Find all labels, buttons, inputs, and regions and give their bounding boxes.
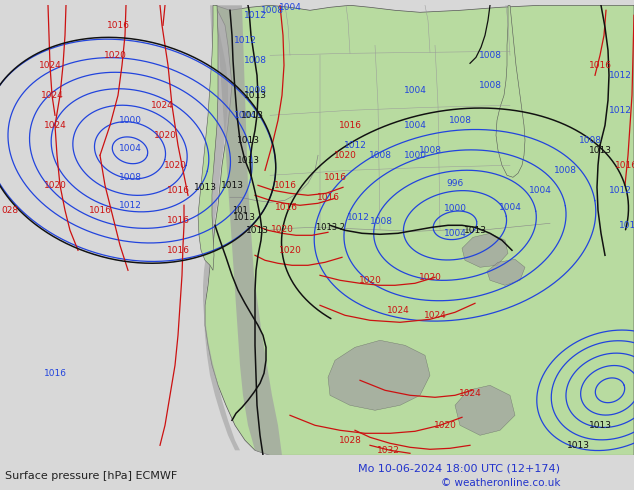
- Text: Mo 10-06-2024 18:00 UTC (12+174): Mo 10-06-2024 18:00 UTC (12+174): [358, 464, 560, 473]
- Text: 1012: 1012: [609, 71, 631, 80]
- Text: 1012: 1012: [609, 186, 631, 195]
- Polygon shape: [203, 5, 240, 450]
- Text: 1008: 1008: [243, 56, 266, 65]
- Text: 1008: 1008: [261, 6, 283, 15]
- Text: 1020: 1020: [434, 421, 456, 430]
- Text: 1016: 1016: [167, 246, 190, 255]
- Text: 1000: 1000: [119, 116, 141, 125]
- Polygon shape: [455, 385, 515, 435]
- Text: 1016: 1016: [323, 173, 347, 182]
- Text: 1013: 1013: [243, 91, 266, 100]
- Text: © weatheronline.co.uk: © weatheronline.co.uk: [441, 478, 560, 488]
- Text: 1024: 1024: [44, 121, 67, 130]
- Text: 1020: 1020: [164, 161, 186, 170]
- Text: 1024: 1024: [151, 101, 173, 110]
- Polygon shape: [496, 5, 525, 177]
- Text: 1013: 1013: [619, 221, 634, 230]
- Text: 1013: 1013: [240, 111, 264, 120]
- Text: 1008: 1008: [368, 151, 392, 160]
- Text: 1013 2: 1013 2: [316, 223, 344, 232]
- Text: 1024: 1024: [424, 311, 446, 320]
- Text: 1024: 1024: [41, 91, 63, 100]
- Polygon shape: [462, 233, 508, 268]
- Polygon shape: [198, 5, 218, 270]
- Text: 1008: 1008: [553, 166, 576, 175]
- Text: 1004: 1004: [404, 121, 427, 130]
- Text: 1016: 1016: [316, 193, 339, 202]
- Text: 1020: 1020: [418, 273, 441, 282]
- Polygon shape: [205, 5, 634, 455]
- Text: 1008: 1008: [448, 116, 472, 125]
- Text: 028: 028: [1, 206, 18, 215]
- Text: 1016: 1016: [167, 216, 190, 225]
- Text: 1004: 1004: [498, 203, 521, 212]
- Text: 1020: 1020: [271, 225, 294, 234]
- Text: 1020: 1020: [44, 181, 67, 190]
- Text: 1013: 1013: [193, 183, 216, 192]
- Text: 1004: 1004: [529, 186, 552, 195]
- Text: 1016: 1016: [588, 61, 612, 70]
- Text: 1012: 1012: [347, 213, 370, 222]
- Text: 1004: 1004: [119, 144, 141, 153]
- Text: 1013: 1013: [588, 421, 612, 430]
- Text: 1008: 1008: [243, 86, 266, 95]
- Text: 1024: 1024: [387, 306, 410, 315]
- Text: 1020: 1020: [103, 51, 126, 60]
- Text: 1032: 1032: [377, 446, 399, 455]
- Text: 1004: 1004: [233, 111, 256, 120]
- Text: 1024: 1024: [458, 389, 481, 398]
- Text: 1016: 1016: [275, 203, 297, 212]
- Text: 1012: 1012: [233, 36, 256, 45]
- Polygon shape: [215, 5, 282, 455]
- Text: 1020: 1020: [333, 151, 356, 160]
- Text: 1020: 1020: [153, 131, 176, 140]
- Text: 1013: 1013: [567, 441, 590, 450]
- Text: 1016: 1016: [89, 206, 112, 215]
- Polygon shape: [328, 340, 430, 410]
- Text: 1013: 1013: [463, 226, 486, 235]
- Text: 1016: 1016: [107, 21, 129, 30]
- Text: 1012: 1012: [609, 106, 631, 115]
- Text: Surface pressure [hPa] ECMWF: Surface pressure [hPa] ECMWF: [5, 471, 178, 481]
- Text: 1013: 1013: [588, 146, 612, 155]
- Text: 1024: 1024: [39, 61, 61, 70]
- Text: 1012: 1012: [119, 201, 141, 210]
- Text: 1028: 1028: [339, 436, 361, 445]
- Text: 1004: 1004: [278, 3, 301, 12]
- Text: 1020: 1020: [278, 246, 301, 255]
- Text: 1013: 1013: [245, 226, 269, 235]
- Text: 1008: 1008: [370, 217, 392, 226]
- Text: 996: 996: [446, 179, 463, 188]
- Text: 1013: 1013: [236, 136, 259, 145]
- Text: 1004: 1004: [444, 229, 467, 238]
- Text: 1016: 1016: [44, 369, 67, 378]
- Text: 1004: 1004: [404, 86, 427, 95]
- Text: 1013: 1013: [233, 213, 256, 222]
- Text: 1016: 1016: [167, 186, 190, 195]
- Text: 1013: 1013: [221, 181, 243, 190]
- Text: 1020: 1020: [359, 276, 382, 285]
- Text: 101: 101: [232, 206, 248, 215]
- Text: 1008: 1008: [119, 173, 141, 182]
- Text: 1008: 1008: [418, 146, 441, 155]
- Text: 1000: 1000: [403, 151, 427, 160]
- Text: 1016: 1016: [273, 181, 297, 190]
- Text: 1000: 1000: [444, 204, 467, 213]
- Text: 1012: 1012: [243, 11, 266, 20]
- Text: 1016: 1016: [614, 161, 634, 170]
- Text: 1008: 1008: [479, 51, 501, 60]
- Text: 1016: 1016: [339, 121, 361, 130]
- Text: 1012: 1012: [344, 141, 366, 150]
- Text: 1008: 1008: [578, 136, 602, 145]
- Text: 1008: 1008: [479, 81, 501, 90]
- Polygon shape: [487, 259, 525, 285]
- Text: 1013: 1013: [236, 156, 259, 165]
